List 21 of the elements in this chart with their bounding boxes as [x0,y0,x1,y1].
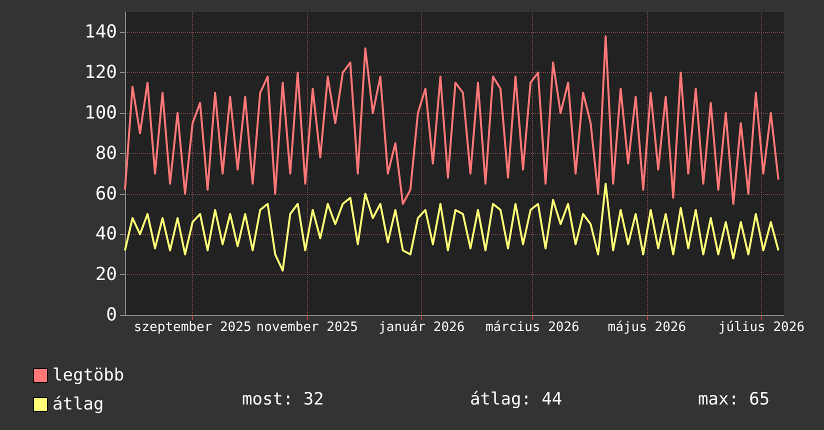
x-tick-label: május 2026 [608,320,686,335]
line-series [124,35,780,205]
text: átlag: 44 [470,390,562,410]
x-tick-label: november 2025 [256,320,358,335]
y-tick-label: 40 [95,224,117,245]
y-tick-label: 100 [84,102,117,124]
legend-label: legtöbb [52,366,124,386]
y-tick-label: 140 [84,22,117,43]
x-tick-label: szeptember 2025 [134,320,252,335]
text: max: 65 [698,390,770,410]
y-tick-label: 0 [106,304,117,326]
x-tick-label: március 2026 [485,320,580,335]
legend-label: átlag [52,394,104,414]
x-tick-label: január 2026 [378,320,465,335]
y-tick-label: 20 [95,264,117,286]
x-tick-label: július 2026 [718,320,805,335]
y-tick-label: 120 [84,62,117,84]
y-tick-label: 60 [95,183,117,204]
text: most: 32 [242,390,324,410]
line-series [124,182,780,272]
y-tick-label: 80 [95,142,117,164]
